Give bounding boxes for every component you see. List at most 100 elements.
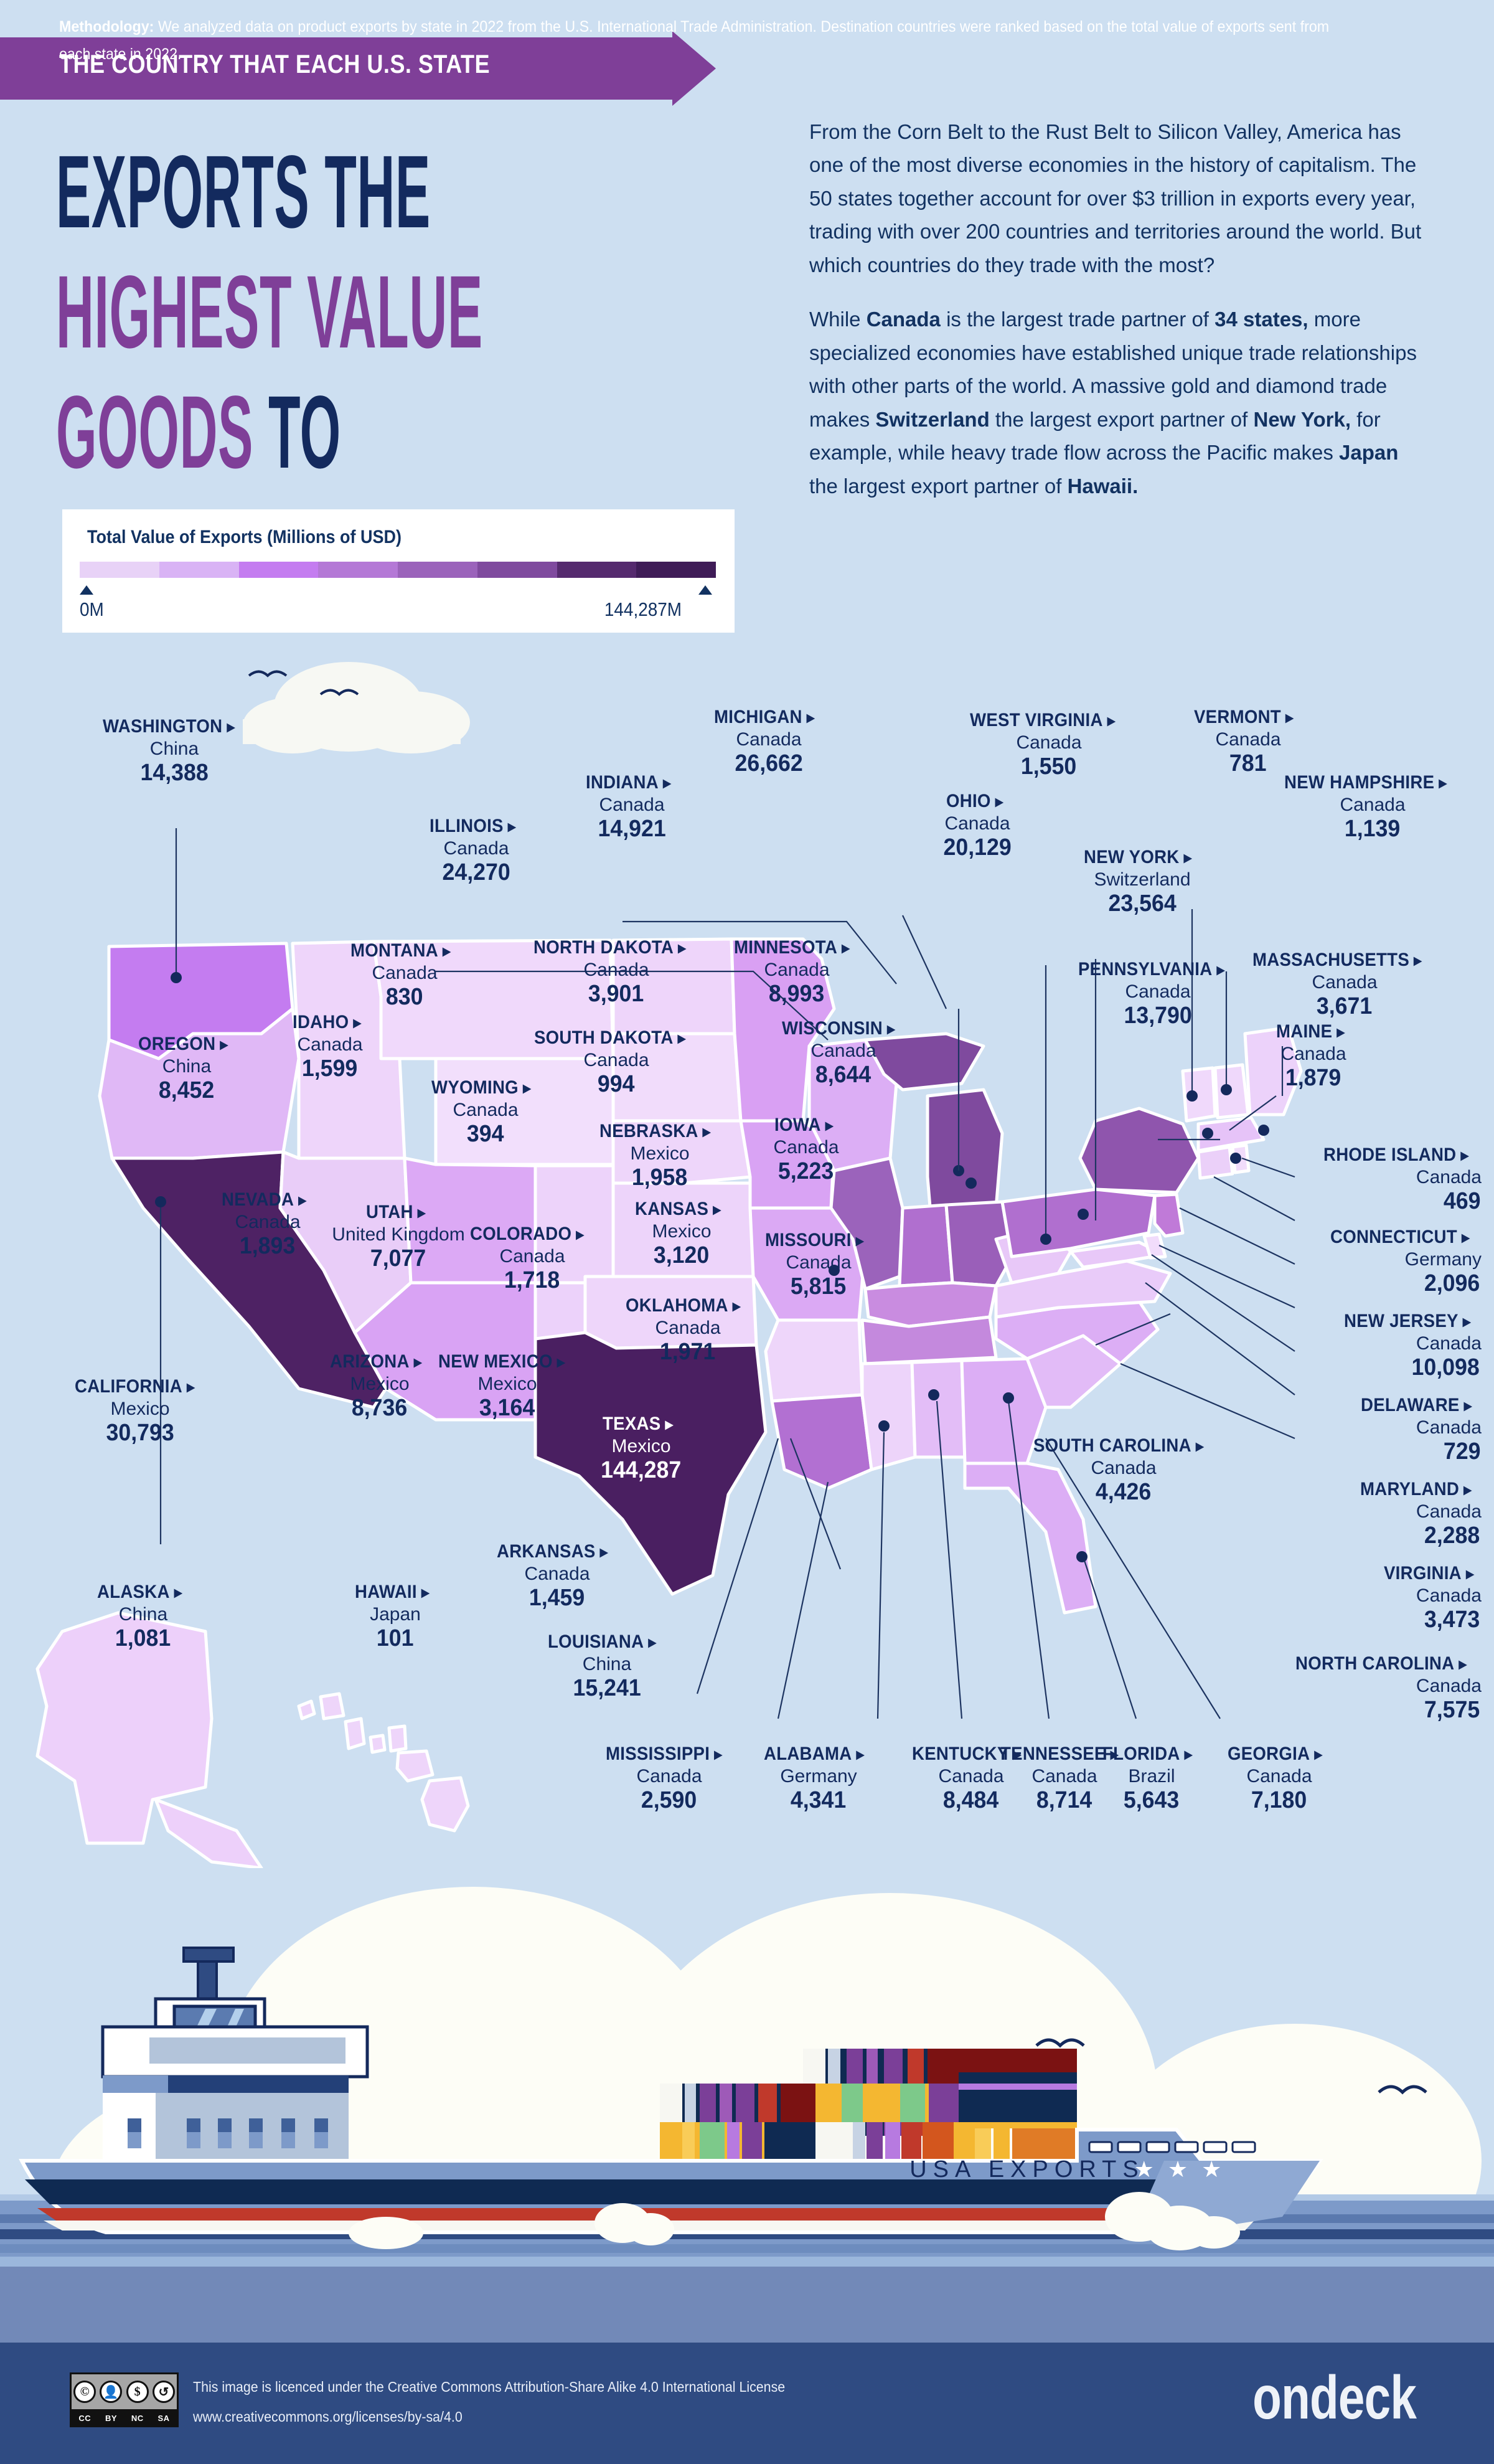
label-north-carolina: NORTH CAROLINA Canada 7,575 <box>1108 1653 1482 1724</box>
state-massachusetts[interactable] <box>1196 1116 1266 1153</box>
legend-min-tick-icon <box>80 585 93 595</box>
hull-stars-icon: ★ ★ ★ <box>1134 2156 1226 2182</box>
label-illinois: ILLINOIS Canada 24,270 <box>386 816 566 886</box>
state-new-jersey[interactable] <box>1153 1192 1185 1238</box>
page-title-line-2: HIGHEST VALUE <box>56 253 483 370</box>
legend-swatch-3 <box>318 562 398 578</box>
ship-bridge <box>101 1947 369 2228</box>
state-delaware[interactable] <box>1142 1232 1167 1260</box>
state-tennessee[interactable] <box>860 1315 998 1366</box>
state-alaska[interactable] <box>35 1611 214 1845</box>
choropleth-map: .st { stroke:#ffffff; stroke-width:5; st… <box>0 660 1494 1874</box>
label-arkansas: ARKANSAS Canada 1,459 <box>467 1541 647 1612</box>
header-banner-arrow-icon <box>672 31 716 106</box>
legend-min-value: 0M <box>80 598 104 620</box>
label-massachusetts: MASSACHUSETTS Canada 3,671 <box>1214 950 1475 1020</box>
cc-sa-icon: ↺ <box>152 2381 175 2403</box>
legend-swatch-4 <box>398 562 477 578</box>
state-hawaii[interactable] <box>297 1692 470 1833</box>
label-connecticut: CONNECTICUT Germany 2,096 <box>1170 1227 1482 1297</box>
label-indiana: INDIANA Canada 14,921 <box>542 772 722 843</box>
legend-max-tick-icon <box>698 585 712 595</box>
label-pennsylvania: PENNSYLVANIA Canada 13,790 <box>1052 959 1264 1029</box>
label-georgia: GEORGIA Canada 7,180 <box>1201 1744 1357 1814</box>
label-minnesota: MINNESOTA Canada 8,993 <box>707 937 887 1008</box>
label-kentucky: KENTUCKY Canada 8,484 <box>890 1744 1052 1814</box>
label-new-mexico: NEW MEXICO Mexico 3,164 <box>417 1351 598 1422</box>
state-kentucky[interactable] <box>863 1281 998 1328</box>
label-south-dakota: SOUTH DAKOTA Canada 994 <box>526 1027 707 1098</box>
license-url[interactable]: www.creativecommons.org/licenses/by-sa/4… <box>193 2409 463 2425</box>
label-ohio: OHIO Canada 20,129 <box>896 791 1058 861</box>
label-montana: MONTANA Canada 830 <box>311 940 498 1011</box>
state-ohio[interactable] <box>944 1200 1013 1288</box>
legend-swatch-2 <box>238 562 319 578</box>
label-new-jersey: NEW JERSEY Canada 10,098 <box>1170 1311 1482 1381</box>
legend-max-value: 144,287M <box>604 598 682 620</box>
creative-commons-badge-labels: CC BY NC SA <box>70 2411 179 2427</box>
label-colorado: COLORADO Canada 1,718 <box>442 1224 622 1294</box>
label-vermont: VERMONT Canada 781 <box>1158 707 1338 777</box>
label-wyoming: WYOMING Canada 394 <box>395 1077 576 1148</box>
cc-icon: © <box>73 2381 96 2403</box>
state-virginia[interactable] <box>994 1259 1172 1319</box>
page-title-line-3: GOODS TO <box>56 380 341 484</box>
label-new-york: NEW YORK Switzerland 23,564 <box>1046 847 1239 917</box>
title-goods: GOODS <box>56 374 253 490</box>
label-oklahoma: OKLAHOMA Canada 1,971 <box>594 1295 781 1366</box>
state-michigan-upper[interactable] <box>863 1032 985 1092</box>
label-idaho: IDAHO Canada 1,599 <box>249 1012 411 1082</box>
label-mississippi: MISSISSIPPI Canada 2,590 <box>579 1744 759 1814</box>
cargo-ship-illustration: USA EXPORTS ★ ★ ★ <box>0 1868 1494 2267</box>
label-florida: FLORIDA Brazil 5,643 <box>1077 1744 1226 1814</box>
intro-block: From the Corn Belt to the Rust Belt to S… <box>809 115 1432 524</box>
methodology-band <box>0 2267 1494 2343</box>
water-foam <box>349 2192 1240 2250</box>
label-nevada: NEVADA Canada 1,893 <box>181 1189 355 1260</box>
label-arizona: ARIZONA Mexico 8,736 <box>299 1351 461 1422</box>
bird-icon <box>1035 2038 1427 2095</box>
legend-swatch-7 <box>636 562 716 578</box>
state-vermont[interactable] <box>1181 1066 1217 1123</box>
cc-label-cc: CC <box>78 2414 92 2423</box>
label-virginia: VIRGINIA Canada 3,473 <box>1170 1563 1482 1633</box>
label-maryland: MARYLAND Canada 2,288 <box>1170 1479 1482 1549</box>
label-utah: UTAH United Kingdom 7,077 <box>330 1202 467 1272</box>
methodology-label: Methodology: <box>59 18 154 35</box>
state-maryland[interactable] <box>1069 1240 1166 1269</box>
page-title-line-1: EXPORTS THE <box>56 133 431 250</box>
label-south-carolina: SOUTH CAROLINA Canada 4,426 <box>1033 1435 1214 1506</box>
cc-by-icon: 👤 <box>100 2381 123 2403</box>
state-florida[interactable] <box>963 1461 1097 1615</box>
eyebrow-title: THE COUNTRY THAT EACH U.S. STATE <box>59 49 491 78</box>
label-north-dakota: NORTH DAKOTA Canada 3,901 <box>526 937 707 1008</box>
state-texas[interactable] <box>533 1331 768 1596</box>
label-louisiana: LOUISIANA China 15,241 <box>517 1631 697 1702</box>
label-alabama: ALABAMA Germany 4,341 <box>738 1744 900 1814</box>
state-louisiana[interactable] <box>770 1393 873 1490</box>
label-alaska: ALASKA China 1,081 <box>68 1582 218 1652</box>
legend-swatch-6 <box>557 562 637 578</box>
label-west-virginia: WEST VIRGINIA Canada 1,550 <box>946 710 1152 780</box>
label-texas: TEXAS Mexico 144,287 <box>548 1414 735 1484</box>
cc-nc-icon: $ <box>126 2381 149 2403</box>
state-alabama[interactable] <box>910 1359 967 1459</box>
state-alaska-aleutians[interactable] <box>154 1798 263 1870</box>
intro-paragraph-1: From the Corn Belt to the Rust Belt to S… <box>809 120 1422 276</box>
legend-color-scale <box>80 562 716 578</box>
brand-logo: ondeck <box>1252 2363 1417 2432</box>
legend-swatch-1 <box>159 562 239 578</box>
methodology-text: Methodology: We analyzed data on product… <box>59 14 1345 68</box>
creative-commons-badge-icon: © 👤 $ ↺ <box>70 2372 179 2411</box>
state-illinois[interactable] <box>829 1156 904 1291</box>
label-rhode-island: RHODE ISLAND Canada 469 <box>1170 1145 1482 1215</box>
state-new-york[interactable] <box>1078 1107 1200 1194</box>
state-mississippi[interactable] <box>860 1361 917 1471</box>
label-kansas: KANSAS Mexico 3,120 <box>601 1199 763 1269</box>
leader-lines <box>155 828 1295 1719</box>
methodology-body: We analyzed data on product exports by s… <box>59 18 1330 63</box>
label-iowa: IOWA Canada 5,223 <box>735 1115 878 1185</box>
license-band <box>0 2343 1494 2464</box>
title-to: TO <box>268 374 341 490</box>
label-missouri: MISSOURI Canada 5,815 <box>728 1230 909 1300</box>
